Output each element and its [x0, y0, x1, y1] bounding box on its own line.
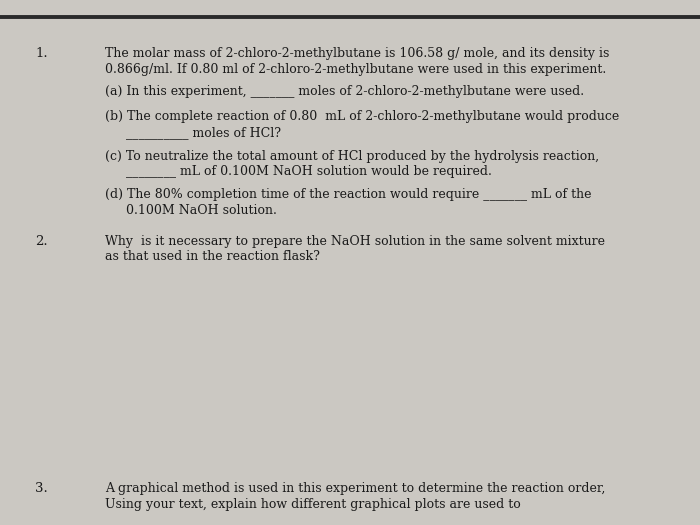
Text: __________ moles of HCl?: __________ moles of HCl?	[126, 126, 281, 139]
Text: 3.: 3.	[35, 482, 48, 495]
Text: (d) The 80% completion time of the reaction would require _______ mL of the: (d) The 80% completion time of the react…	[105, 188, 592, 202]
Text: 2.: 2.	[35, 235, 48, 248]
Text: (b) The complete reaction of 0.80  mL of 2-chloro-2-methylbutane would produce: (b) The complete reaction of 0.80 mL of …	[105, 110, 620, 123]
Text: 0.866g/ml. If 0.80 ml of 2-chloro-2-methylbutane were used in this experiment.: 0.866g/ml. If 0.80 ml of 2-chloro-2-meth…	[105, 63, 606, 76]
Text: (a) In this experiment, _______ moles of 2-chloro-2-methylbutane were used.: (a) In this experiment, _______ moles of…	[105, 85, 584, 98]
Text: A graphical method is used in this experiment to determine the reaction order,: A graphical method is used in this exper…	[105, 482, 606, 495]
Text: 0.100M NaOH solution.: 0.100M NaOH solution.	[126, 204, 277, 217]
Text: 1.: 1.	[35, 47, 48, 60]
Text: The molar mass of 2-chloro-2-methylbutane is 106.58 g/ mole, and its density is: The molar mass of 2-chloro-2-methylbutan…	[105, 47, 610, 60]
Text: Using your text, explain how different graphical plots are used to: Using your text, explain how different g…	[105, 498, 521, 511]
Text: as that used in the reaction flask?: as that used in the reaction flask?	[105, 250, 320, 264]
Text: (c) To neutralize the total amount of HCl produced by the hydrolysis reaction,: (c) To neutralize the total amount of HC…	[105, 150, 599, 163]
Text: Why  is it necessary to prepare the NaOH solution in the same solvent mixture: Why is it necessary to prepare the NaOH …	[105, 235, 605, 248]
Text: ________ mL of 0.100M NaOH solution would be required.: ________ mL of 0.100M NaOH solution woul…	[126, 165, 492, 178]
